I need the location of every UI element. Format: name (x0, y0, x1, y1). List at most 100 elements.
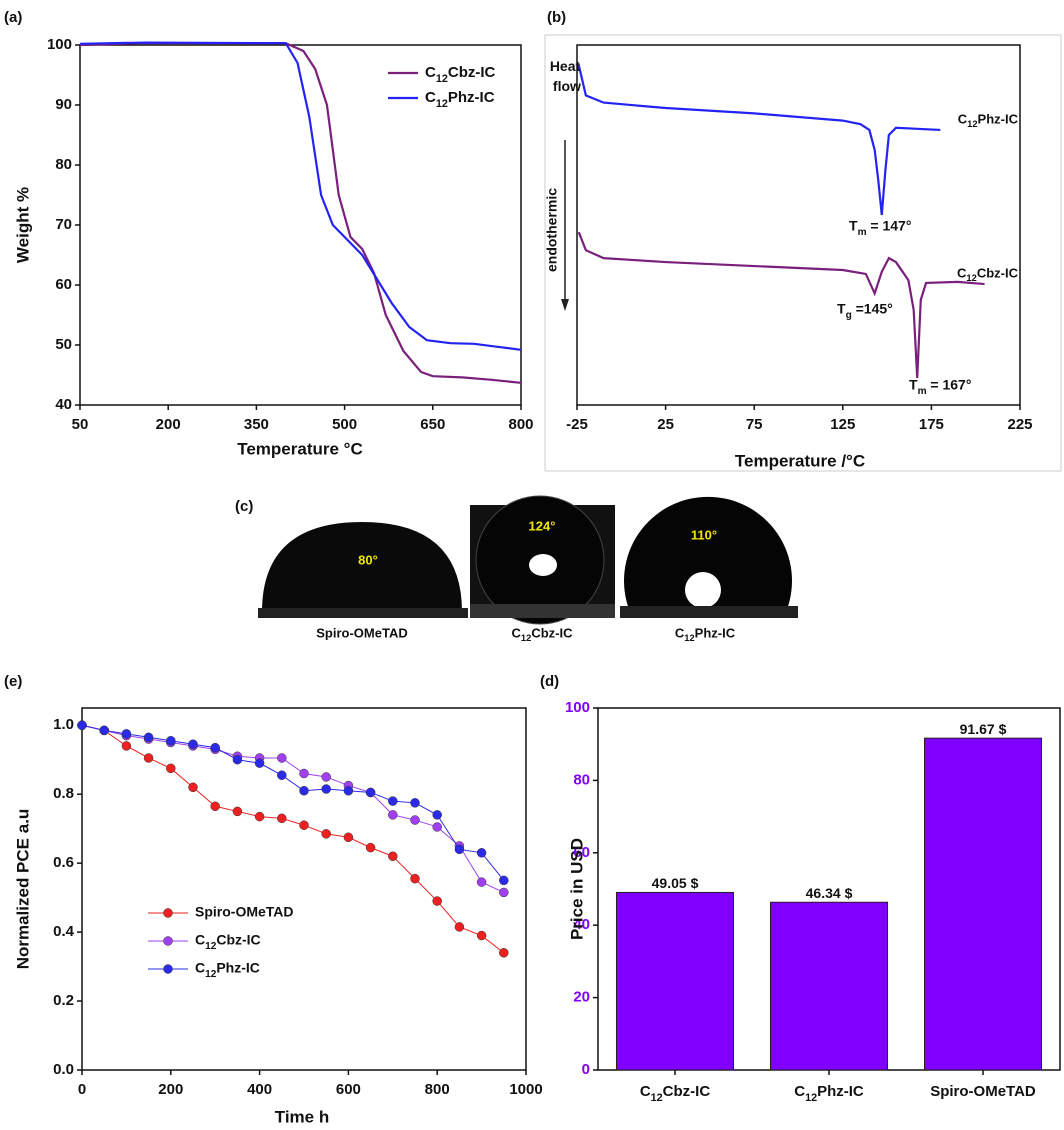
data-point (121, 729, 132, 739)
data-point (143, 753, 154, 763)
legend-marker (163, 964, 173, 974)
data-point (321, 784, 331, 794)
x-tick-label: 0 (78, 1081, 86, 1098)
data-point (166, 763, 176, 774)
data-point (210, 742, 220, 753)
contact-angle-images (258, 495, 798, 625)
y-tick-label: 90 (55, 96, 72, 113)
legend-label: C12Cbz-IC (195, 932, 261, 952)
x-tick-label: 500 (332, 416, 357, 433)
data-point (365, 787, 376, 798)
annotation: Tm = 167° (909, 377, 971, 397)
droplet (624, 496, 792, 612)
data-point (454, 844, 465, 855)
image-caption: C12Phz-IC (675, 625, 736, 643)
y-tick-label: 1.0 (53, 716, 74, 733)
plot-frame (576, 44, 1021, 406)
reflection (529, 554, 557, 576)
series-line (81, 724, 505, 881)
data-point (299, 768, 309, 779)
bar (923, 737, 1043, 1071)
data-point (299, 785, 309, 796)
series-label: C12Phz-IC (958, 111, 1019, 129)
substrate (620, 606, 798, 618)
data-point (410, 798, 420, 808)
contact-angle: 80° (358, 552, 378, 567)
data-point (210, 801, 220, 812)
y-tick-label: 40 (573, 916, 590, 933)
data-point (343, 785, 354, 796)
panel-label: (b) (547, 9, 566, 26)
y-tick-label: 100 (565, 699, 590, 716)
x-tick-label: Spiro-OMeTAD (930, 1083, 1036, 1100)
data-point (77, 720, 87, 730)
image-caption: Spiro-OMeTAD (316, 625, 407, 640)
data-point (499, 875, 509, 886)
y-tick-label: 100 (47, 36, 72, 53)
y-axis-title: Price in USD (567, 838, 586, 940)
data-point (254, 758, 265, 768)
x-axis-title: Temperature °C (237, 439, 363, 458)
x-tick-label: C12Phz-IC (794, 1083, 864, 1104)
y-tick-label: 50 (55, 336, 72, 353)
annotation-arrowhead (561, 299, 569, 311)
y-axis-title: Normalized PCE a.u (13, 809, 32, 970)
data-point (188, 782, 198, 793)
y-tick-label: 60 (55, 276, 72, 293)
x-tick-label: 650 (420, 416, 445, 433)
image-caption: C12Cbz-IC (512, 625, 574, 643)
value-label: 46.34 $ (806, 885, 853, 901)
series-label: C12Cbz-IC (957, 265, 1019, 283)
data-point (143, 732, 154, 743)
substrate (258, 608, 468, 618)
y-tick-label: 20 (573, 989, 590, 1006)
annotation: Tg =145° (837, 301, 893, 321)
y-tick-label: 80 (55, 156, 72, 173)
x-tick-label: 225 (1007, 416, 1032, 433)
substrate (470, 604, 615, 618)
x-tick-label: 125 (830, 416, 855, 433)
x-tick-label: 400 (247, 1081, 272, 1098)
data-point (432, 896, 442, 906)
legend-label: Spiro-OMeTAD (195, 904, 294, 920)
data-point (121, 741, 132, 751)
bar (615, 891, 735, 1071)
data-point (410, 815, 420, 825)
bar (769, 901, 889, 1071)
data-point (388, 851, 398, 861)
x-tick-label: C12Cbz-IC (640, 1083, 711, 1104)
series-line (81, 724, 505, 893)
legend-label: C12Cbz-IC (425, 64, 496, 85)
y-tick-label: 0.4 (53, 923, 75, 940)
x-tick-label: 25 (657, 416, 674, 433)
data-point (388, 810, 398, 820)
data-point (277, 753, 287, 763)
data-point (432, 810, 442, 820)
x-axis-title: Time h (275, 1107, 329, 1126)
data-point (254, 811, 265, 822)
data-point (277, 813, 287, 824)
data-point (232, 806, 243, 817)
x-tick-label: 350 (244, 416, 269, 433)
value-label: 49.05 $ (652, 875, 699, 891)
y-tick-label: 80 (573, 771, 590, 788)
x-tick-label: 175 (919, 416, 944, 433)
contact-angle: 124° (529, 518, 556, 533)
x-tick-label: 50 (72, 416, 89, 433)
panel-label: (c) (235, 498, 253, 515)
legend-label: C12Phz-IC (195, 960, 260, 980)
value-label: 91.67 $ (960, 721, 1007, 737)
data-point (432, 822, 442, 832)
y-tick-label: 0.2 (53, 992, 74, 1009)
reflection (685, 572, 721, 608)
y-tick-label: 0.8 (53, 785, 74, 802)
data-point (232, 754, 243, 765)
data-point (321, 772, 331, 782)
contact-angle: 110° (691, 527, 717, 542)
series-line (79, 42, 522, 384)
y-tick-label: 60 (573, 844, 590, 861)
y-tick-label: 0.0 (53, 1061, 74, 1078)
panel-label: (e) (4, 673, 22, 690)
x-tick-label: 75 (746, 416, 763, 433)
